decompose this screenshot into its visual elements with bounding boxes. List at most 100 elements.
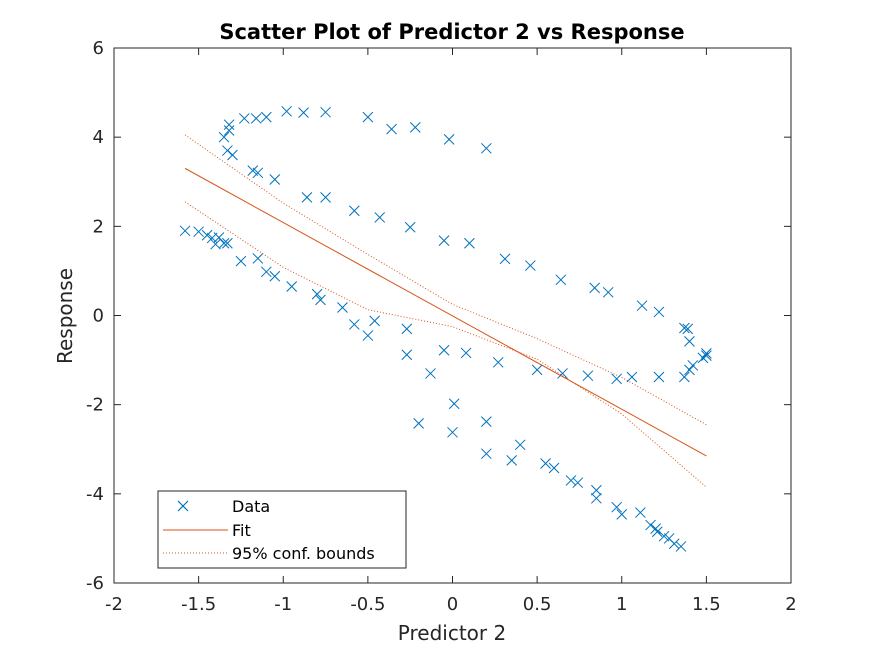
- data-point: [247, 165, 259, 176]
- data-point: [213, 232, 225, 243]
- x-axis-label: Predictor 2: [398, 621, 506, 645]
- data-point: [506, 455, 518, 466]
- legend-entry-data: Data: [232, 497, 270, 516]
- data-point: [286, 281, 298, 292]
- y-tick-label: 0: [93, 306, 104, 327]
- data-point: [591, 484, 602, 496]
- data-point: [298, 107, 309, 118]
- data-point: [260, 111, 272, 123]
- data-point: [555, 274, 567, 286]
- data-point: [684, 364, 695, 376]
- legend-entry-bounds: 95% conf. bounds: [232, 544, 375, 563]
- y-tick-label: -4: [86, 484, 104, 505]
- y-axis-ticks: -6 -4 -2 0 2 4 6: [86, 38, 791, 594]
- x-tick-label: -0.5: [350, 594, 385, 615]
- data-point: [589, 282, 601, 294]
- data-point: [464, 237, 475, 249]
- data-point: [565, 475, 577, 486]
- data-point: [531, 364, 543, 376]
- data-point: [697, 352, 709, 364]
- data-point: [369, 315, 380, 327]
- data-point: [320, 192, 331, 203]
- data-point: [480, 416, 492, 427]
- data-point: [443, 134, 455, 145]
- data-point: [222, 237, 233, 249]
- data-point: [252, 253, 264, 264]
- data-point: [540, 458, 551, 469]
- x-tick-label: 0: [447, 594, 458, 615]
- data-point: [591, 492, 602, 504]
- data-point: [653, 371, 665, 383]
- data-point: [179, 225, 191, 237]
- data-point: [311, 288, 323, 300]
- legend: Data Fit 95% conf. bounds: [157, 490, 407, 569]
- x-tick-label: 2: [785, 594, 796, 615]
- data-point: [218, 131, 230, 143]
- x-axis-ticks: -2 -1.5 -1 -0.5 0 0.5 1 1.5 2: [105, 48, 797, 615]
- data-point: [409, 122, 421, 133]
- chart-title: Scatter Plot of Predictor 2 vs Response: [219, 20, 684, 44]
- data-point: [701, 348, 712, 359]
- data-point: [679, 322, 690, 334]
- data-point: [480, 142, 492, 154]
- y-tick-label: 6: [93, 38, 104, 59]
- data-point: [572, 477, 584, 489]
- data-point: [460, 347, 472, 359]
- data-point: [602, 286, 614, 298]
- data-point: [499, 253, 511, 265]
- confidence-bounds: [184, 134, 707, 488]
- data-point: [448, 398, 460, 410]
- x-tick-label: 1.5: [692, 594, 721, 615]
- data-point: [210, 238, 221, 250]
- data-point: [269, 270, 281, 282]
- data-point: [301, 192, 313, 203]
- data-point: [675, 541, 687, 552]
- data-point: [281, 105, 292, 117]
- data-point: [438, 344, 450, 356]
- y-tick-label: 4: [93, 127, 104, 148]
- data-point: [514, 439, 526, 451]
- data-point: [238, 113, 250, 124]
- data-point: [636, 300, 648, 312]
- data-point: [218, 237, 230, 249]
- data-point: [320, 106, 331, 118]
- data-point: [222, 145, 233, 156]
- x-tick-label: 0.5: [523, 594, 552, 615]
- data-point: [653, 306, 665, 318]
- data-point: [684, 336, 695, 347]
- data-point: [679, 371, 690, 383]
- data-point: [438, 235, 450, 246]
- data-point: [582, 370, 594, 382]
- data-point: [193, 226, 204, 238]
- data-point: [260, 266, 272, 278]
- data-point: [348, 205, 360, 217]
- x-tick-label: -1.5: [181, 594, 216, 615]
- confidence-bound-upper: [184, 134, 707, 426]
- data-point: [401, 323, 413, 335]
- data-point: [362, 330, 374, 341]
- data-point: [557, 368, 568, 379]
- data-point: [651, 526, 663, 538]
- data-point: [235, 255, 247, 267]
- data-point: [611, 373, 623, 385]
- data-point: [616, 508, 628, 520]
- data-point: [525, 260, 536, 271]
- data-point: [223, 119, 235, 131]
- x-tick-label: -1: [274, 594, 292, 615]
- y-tick-label: 2: [93, 216, 104, 237]
- legend-data-marker: [177, 500, 189, 512]
- data-point: [386, 123, 397, 135]
- data-point: [650, 523, 661, 534]
- data-point: [250, 113, 262, 124]
- data-point: [635, 507, 646, 518]
- data-point: [201, 229, 213, 241]
- data-point: [548, 462, 560, 474]
- data-point: [701, 350, 712, 361]
- data-point: [687, 360, 699, 371]
- y-axis-label: Response: [53, 268, 77, 364]
- data-point: [611, 501, 623, 513]
- data-point: [682, 323, 694, 335]
- data-point: [626, 371, 638, 383]
- y-tick-label: -6: [86, 573, 104, 594]
